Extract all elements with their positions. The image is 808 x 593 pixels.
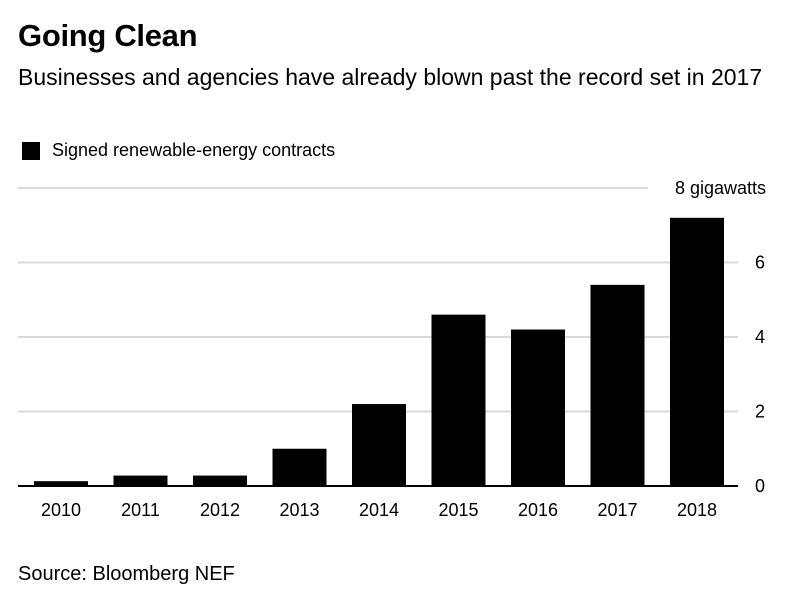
bar-2016 [511,329,565,486]
x-tick-label: 2014 [359,500,399,520]
x-tick-label: 2010 [41,500,81,520]
bar-2012 [193,475,247,486]
x-tick-label: 2015 [438,500,478,520]
bar-2018 [670,217,724,487]
bar-2013 [272,448,327,486]
bar-2017 [590,284,645,486]
source-note: Source: Bloomberg NEF [18,563,235,585]
x-tick-label: 2012 [200,500,240,520]
bar-2011 [113,475,168,486]
x-tick-label: 2018 [677,500,717,520]
x-tick-label: 2017 [597,500,637,520]
bar-2015 [431,314,486,486]
chart-subtitle: Businesses and agencies have already blo… [18,64,763,90]
y-tick-label: 8 gigawatts [675,178,766,198]
y-tick-label: 0 [755,476,765,496]
bar-2010 [34,481,88,486]
bar-2014 [352,404,406,486]
y-tick-label: 6 [755,253,765,273]
legend-label: Signed renewable-energy contracts [52,140,336,160]
chart-title: Going Clean [18,18,198,53]
x-tick-label: 2013 [279,500,319,520]
bars [34,217,724,487]
y-tick-label: 4 [755,327,765,347]
y-axis-ticks: 0 2 4 6 8 gigawatts [675,178,766,496]
x-axis-ticks: 2010 2011 2012 2013 2014 2015 2016 2017 2018 [41,500,717,520]
y-tick-label: 2 [755,402,765,422]
legend: Signed renewable-energy contracts [22,140,335,161]
x-tick-label: 2016 [518,500,558,520]
x-tick-label: 2011 [121,500,160,520]
legend-swatch [22,141,40,160]
bar-chart: 0 2 4 6 8 gigawatts 2010 2011 2012 2013 2014 2015… [18,178,766,520]
